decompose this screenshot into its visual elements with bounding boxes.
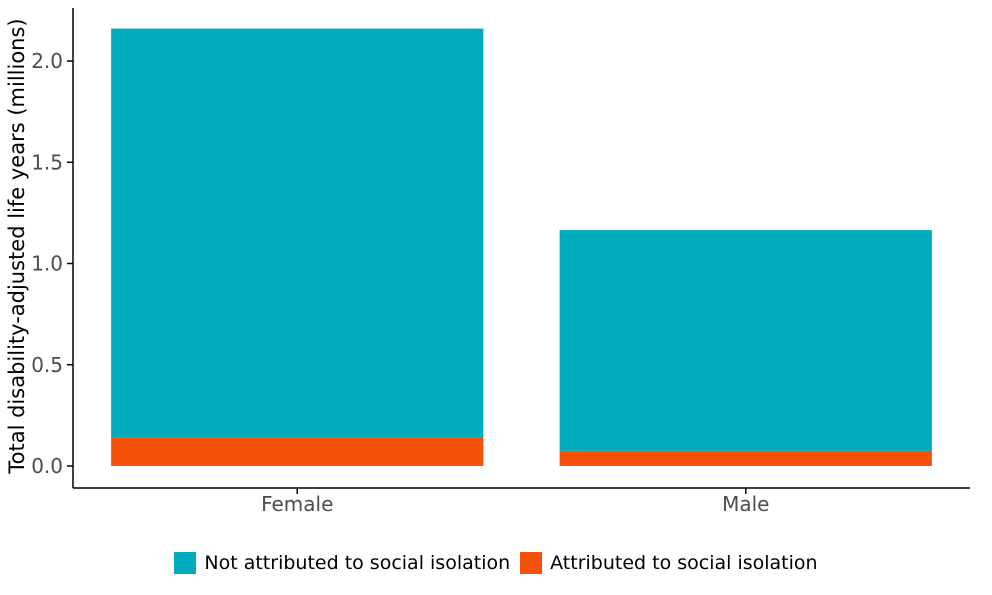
legend-item-not-attributed: Not attributed to social isolation (174, 552, 510, 574)
stacked-bar-chart: 0.0 0.5 1.0 1.5 2.0 Female Male Total disabil… (5, 8, 970, 516)
y-axis-title: Total disability-adjusted life years (mi… (5, 18, 29, 474)
y-tick-label-3: 1.5 (31, 150, 63, 174)
y-tick-label-1: 0.5 (31, 353, 63, 377)
x-tick-label-female: Female (261, 492, 333, 516)
bars-group (111, 28, 932, 466)
x-axis-ticks: Female Male (261, 488, 769, 516)
y-tick-label-4: 2.0 (31, 49, 63, 73)
y-tick-label-2: 1.0 (31, 252, 63, 276)
legend-label-attributed: Attributed to social isolation (550, 552, 818, 574)
bar-male-attributed (559, 450, 932, 466)
legend-item-attributed: Attributed to social isolation (520, 552, 818, 574)
y-tick-label-0: 0.0 (31, 454, 63, 478)
legend-swatch-not-attributed (174, 552, 197, 574)
bar-female-attributed (111, 437, 484, 466)
legend-label-not-attributed: Not attributed to social isolation (204, 552, 511, 574)
bar-female-not-attributed (111, 28, 484, 438)
y-axis-ticks: 0.0 0.5 1.0 1.5 2.0 (31, 49, 73, 478)
x-tick-label-male: Male (722, 492, 769, 516)
legend-swatch-attributed (520, 552, 543, 574)
legend: Not attributed to social isolation Attri… (0, 552, 992, 574)
bar-male-not-attributed (559, 230, 932, 451)
